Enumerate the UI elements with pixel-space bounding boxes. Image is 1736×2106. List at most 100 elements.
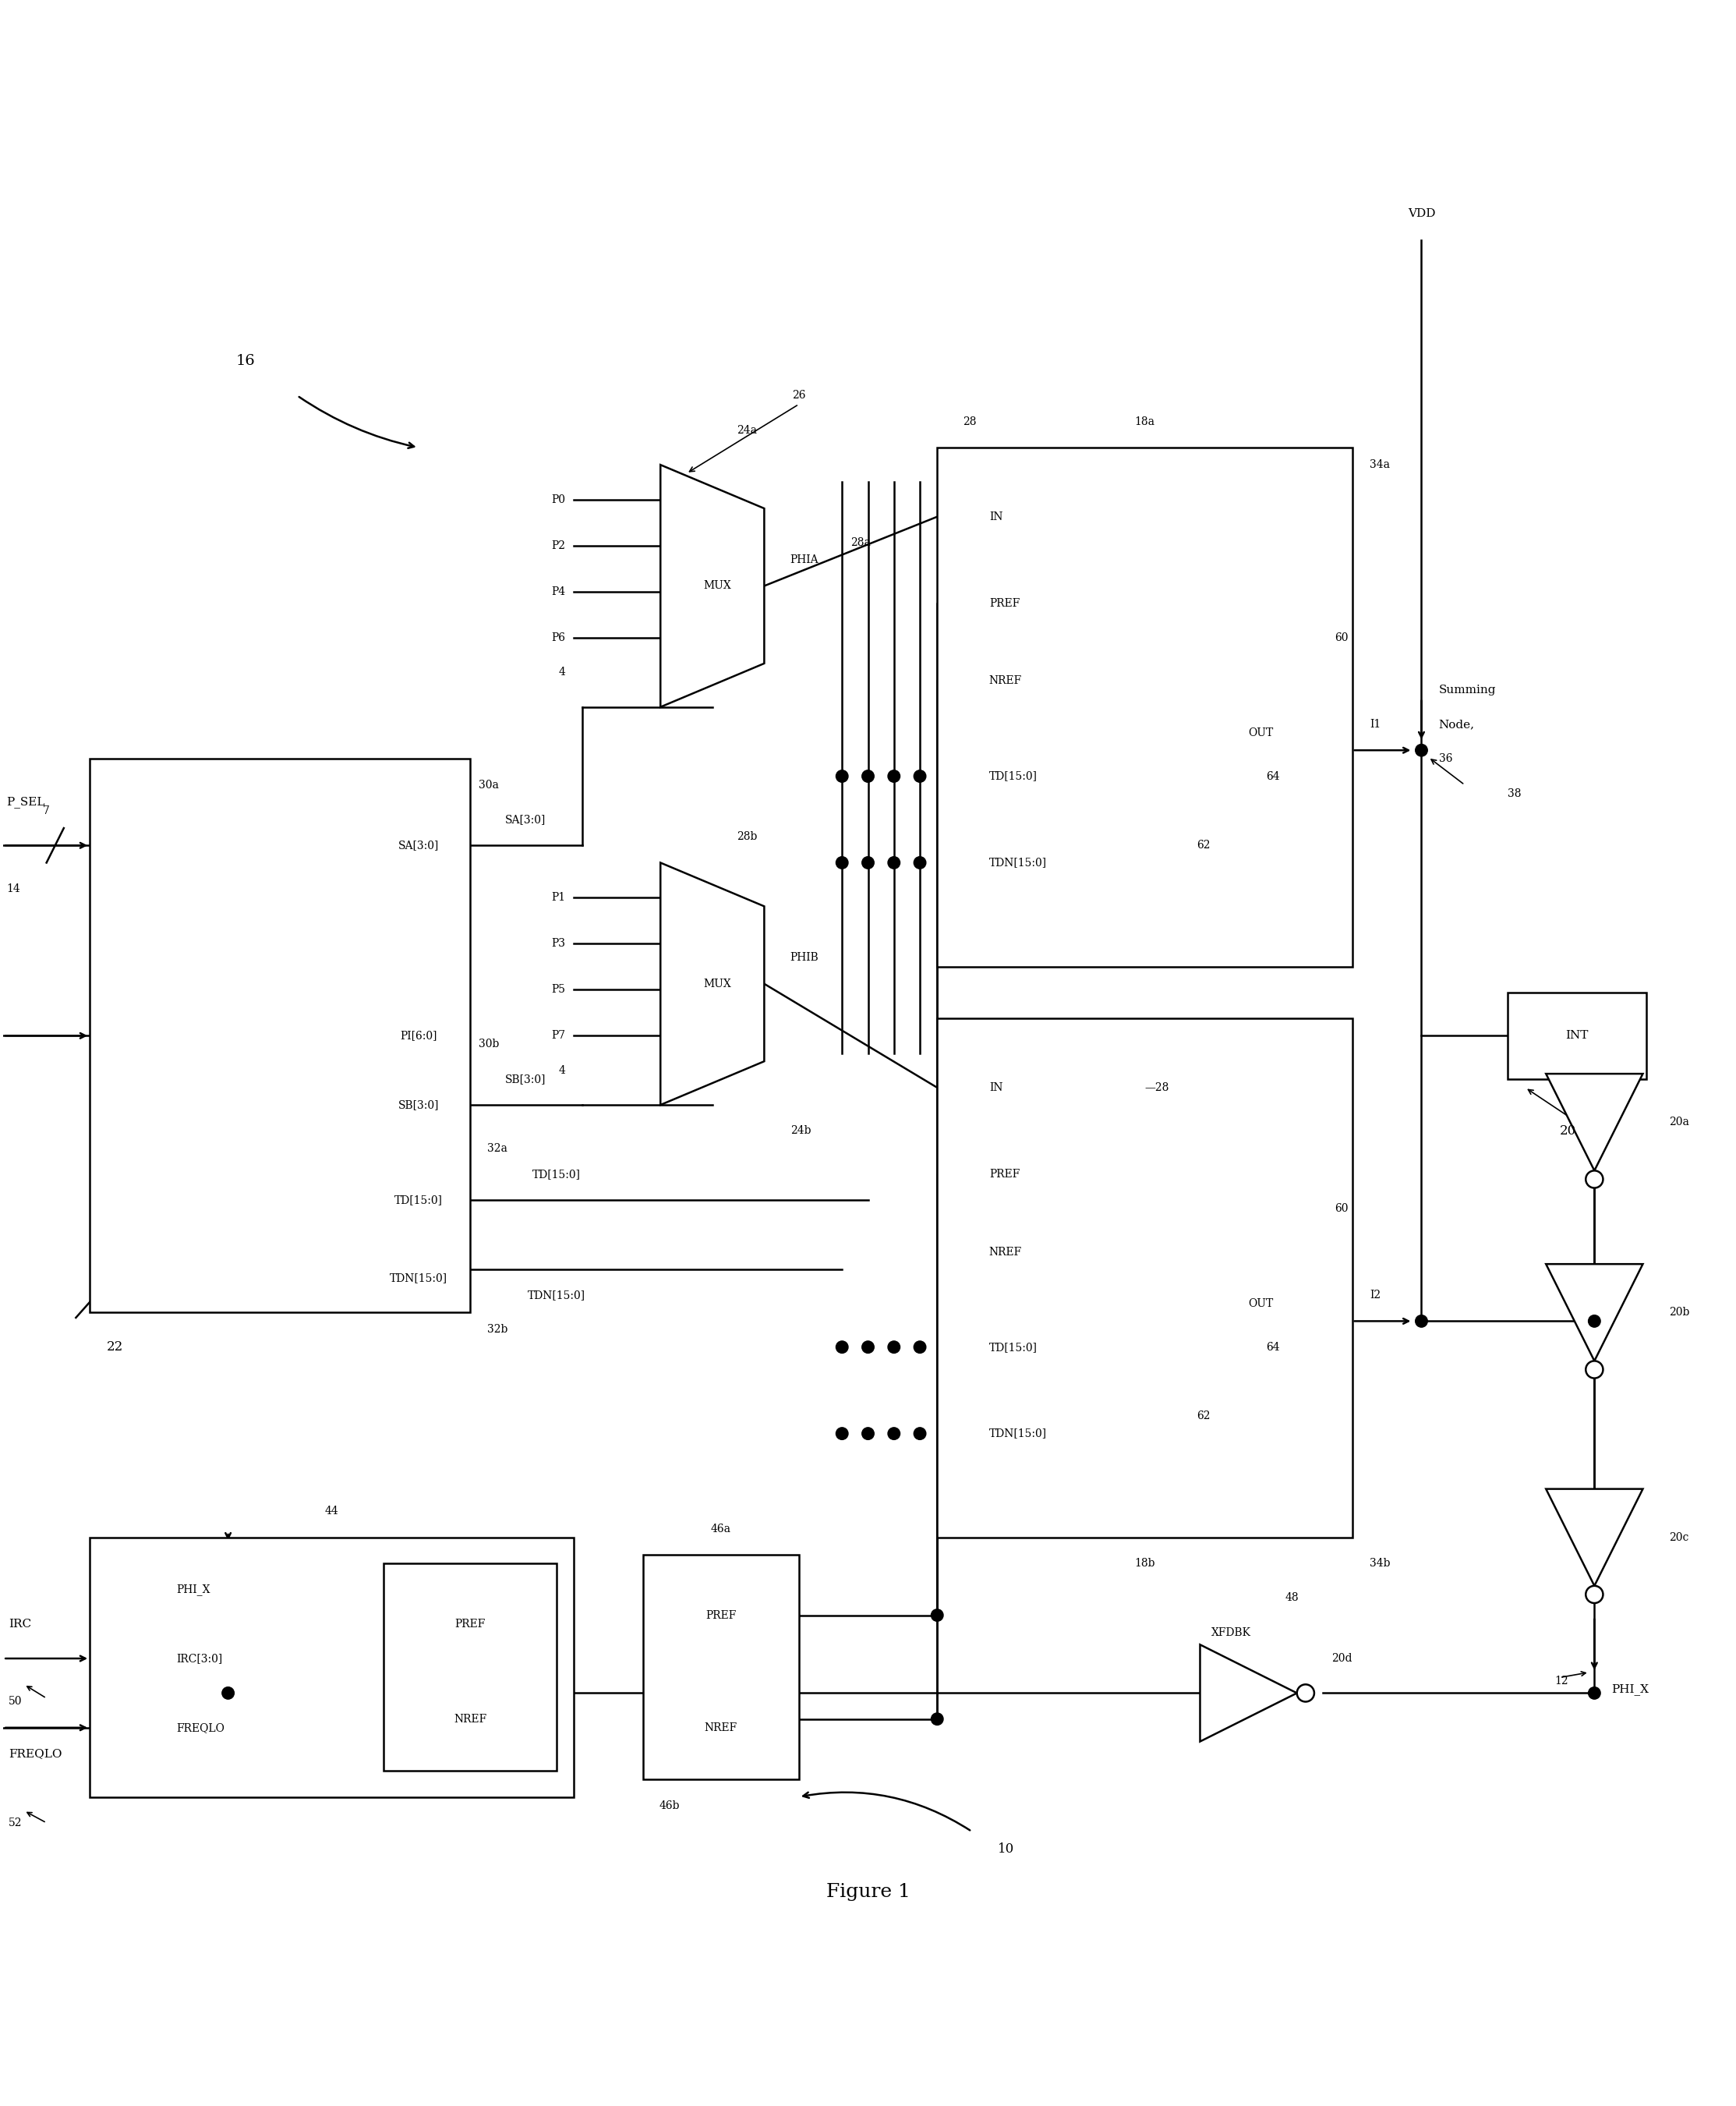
Text: P7: P7 [552,1030,566,1040]
Circle shape [887,771,899,781]
Circle shape [863,771,873,781]
Text: 60: 60 [1335,632,1349,642]
Text: 20: 20 [1561,1125,1576,1137]
Circle shape [837,857,849,870]
Circle shape [913,1342,925,1354]
Text: 38: 38 [1509,788,1521,798]
Bar [642,1554,799,1780]
Circle shape [1585,1360,1602,1377]
Text: IN: IN [990,512,1003,522]
Text: PHI_X: PHI_X [1611,1685,1649,1695]
Text: 14: 14 [7,882,21,895]
Text: OUT: OUT [1248,1299,1274,1310]
Text: 12: 12 [1555,1676,1568,1687]
Text: TD[15:0]: TD[15:0] [990,1342,1038,1352]
Text: 30a: 30a [479,779,498,790]
Text: TD[15:0]: TD[15:0] [394,1194,443,1205]
Circle shape [913,857,925,870]
Text: 60: 60 [1335,1203,1349,1215]
Text: SB[3:0]: SB[3:0] [505,1074,545,1085]
Circle shape [1297,1685,1314,1702]
Text: PREF: PREF [455,1617,486,1630]
Circle shape [1588,1687,1601,1700]
Text: TD[15:0]: TD[15:0] [990,771,1038,781]
Text: MUX: MUX [703,581,731,592]
Text: NREF: NREF [705,1723,738,1733]
Text: TD[15:0]: TD[15:0] [533,1169,582,1179]
Text: I1: I1 [1370,718,1380,731]
Text: 24b: 24b [790,1125,811,1137]
Text: 46b: 46b [658,1801,679,1811]
Text: 22: 22 [108,1339,123,1354]
Text: SB[3:0]: SB[3:0] [398,1099,439,1110]
Text: 20c: 20c [1668,1531,1689,1544]
Text: Figure 1: Figure 1 [826,1883,910,1902]
Circle shape [930,1609,943,1622]
Text: 4: 4 [559,668,566,678]
Text: 36: 36 [1439,754,1453,764]
Polygon shape [660,863,764,1106]
Text: 28: 28 [963,417,977,428]
Text: TDN[15:0]: TDN[15:0] [389,1272,448,1283]
Text: FREQLO: FREQLO [175,1723,224,1733]
Text: 48: 48 [1285,1592,1299,1603]
Polygon shape [1547,1264,1642,1360]
Text: XFDBK: XFDBK [1212,1628,1252,1638]
Text: TDN[15:0]: TDN[15:0] [990,1428,1047,1438]
Text: 64: 64 [1266,1342,1279,1352]
Text: FREQLO: FREQLO [9,1748,62,1759]
Text: 28a: 28a [851,537,871,548]
Polygon shape [1547,1074,1642,1171]
Text: SA[3:0]: SA[3:0] [505,815,545,826]
Text: 4: 4 [559,1066,566,1076]
Text: 10: 10 [998,1843,1014,1855]
Text: —28: —28 [1144,1082,1168,1093]
Text: 20b: 20b [1668,1308,1689,1318]
Text: P6: P6 [552,632,566,642]
Circle shape [863,857,873,870]
Text: P3: P3 [552,937,566,950]
Text: PHIA: PHIA [790,554,819,564]
Text: 44: 44 [325,1506,339,1516]
Circle shape [887,1342,899,1354]
Text: Summing: Summing [1439,684,1496,695]
Circle shape [1588,1314,1601,1327]
Text: 28b: 28b [736,832,757,842]
Text: P0: P0 [552,495,566,505]
Text: TDN[15:0]: TDN[15:0] [990,857,1047,868]
Text: 46a: 46a [710,1523,731,1533]
Text: P4: P4 [552,585,566,598]
Text: I2: I2 [1370,1289,1380,1302]
Text: 7: 7 [43,804,50,817]
Text: 52: 52 [9,1817,23,1828]
Circle shape [837,1342,849,1354]
Circle shape [913,771,925,781]
Text: 30b: 30b [479,1038,500,1049]
Text: 18b: 18b [1134,1558,1154,1569]
Text: 20a: 20a [1668,1116,1689,1127]
Circle shape [1585,1586,1602,1603]
Text: TDN[15:0]: TDN[15:0] [528,1289,585,1302]
Bar [937,1019,1352,1537]
Text: 34a: 34a [1370,459,1391,470]
Text: PREF: PREF [990,598,1019,609]
Text: 24a: 24a [736,425,757,436]
Text: VDD: VDD [1408,208,1436,219]
Text: 26: 26 [792,390,806,400]
Text: 62: 62 [1196,1411,1210,1422]
Text: IRC: IRC [9,1617,31,1630]
Polygon shape [1547,1489,1642,1586]
Text: 18a: 18a [1135,417,1154,428]
Circle shape [887,857,899,870]
Text: PREF: PREF [705,1609,736,1622]
Circle shape [913,1428,925,1441]
Circle shape [1415,743,1427,756]
Text: NREF: NREF [453,1714,486,1725]
Text: Node,: Node, [1439,718,1474,731]
Polygon shape [1200,1645,1297,1742]
Bar [90,1537,575,1796]
Bar [384,1563,557,1771]
Circle shape [837,771,849,781]
Circle shape [222,1687,234,1700]
Text: 50: 50 [9,1695,23,1708]
